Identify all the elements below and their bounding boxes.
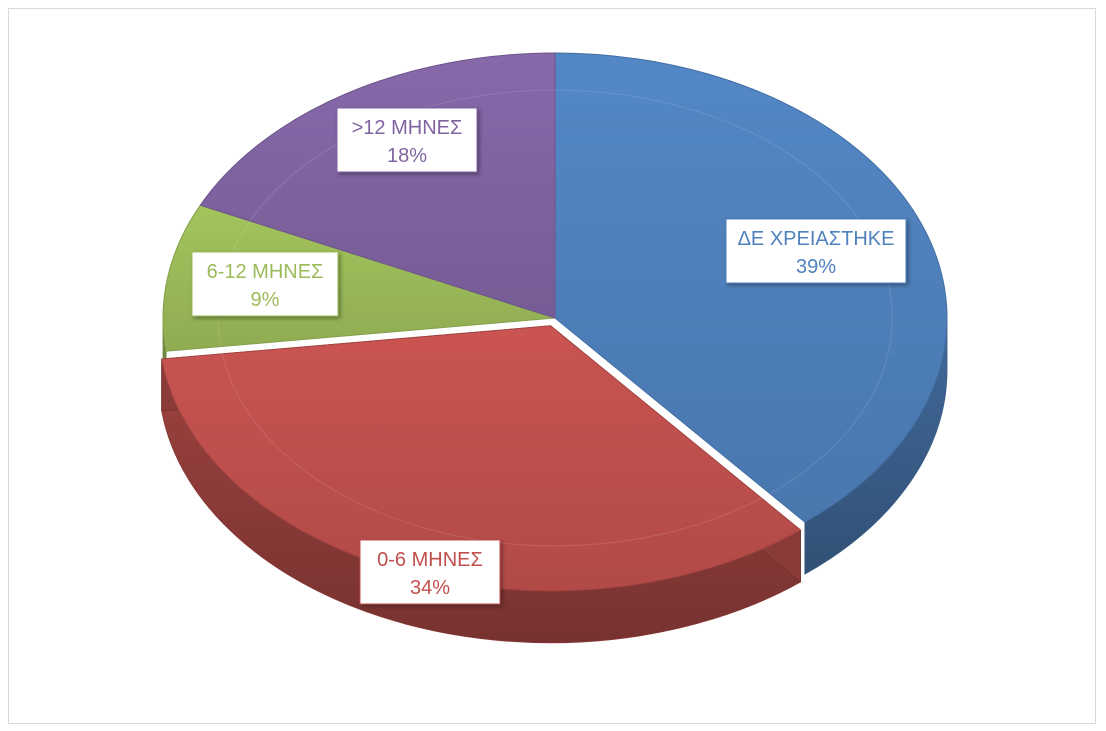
pie-slice-1 (554, 52, 948, 523)
data-label: 0-6 ΜΗΝΕΣ 34% (359, 539, 501, 605)
pie-highlight-ring (217, 89, 893, 547)
data-label-category: 6-12 ΜΗΝΕΣ (207, 261, 324, 283)
data-label-category: >12 ΜΗΝΕΣ (352, 117, 463, 139)
data-label-box (336, 107, 478, 173)
data-label: 6-12 ΜΗΝΕΣ 9% (191, 251, 339, 317)
data-label: >12 ΜΗΝΕΣ 18% (336, 107, 478, 173)
data-label-box (725, 218, 907, 284)
data-label-value: 9% (251, 289, 280, 311)
data-label: ΔΕ ΧΡΕΙΑΣΤΗΚΕ 39% (725, 218, 907, 284)
data-label-value: 18% (387, 145, 427, 167)
data-label-value: 34% (410, 577, 450, 599)
data-label-value: 39% (796, 256, 836, 278)
data-label-box (191, 251, 339, 317)
data-label-box (359, 539, 501, 605)
data-label-category: ΔΕ ΧΡΕΙΑΣΤΗΚΕ (738, 228, 895, 250)
data-label-category: 0-6 ΜΗΝΕΣ (377, 549, 483, 571)
